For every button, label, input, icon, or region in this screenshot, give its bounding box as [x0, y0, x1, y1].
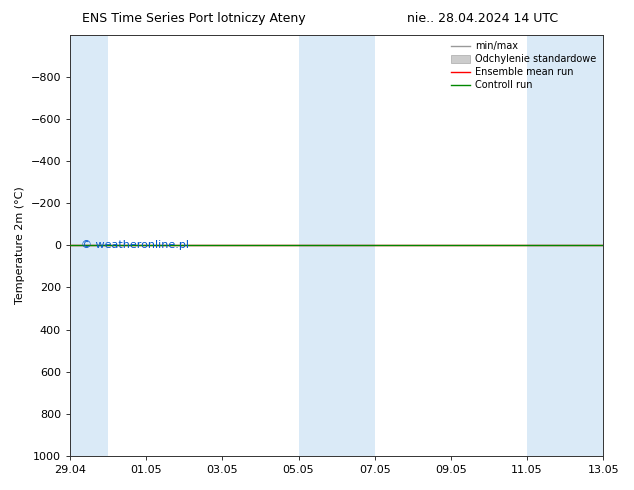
- Bar: [299, 35, 375, 456]
- Bar: [527, 35, 603, 456]
- Text: © weatheronline.pl: © weatheronline.pl: [81, 240, 189, 250]
- Bar: [70, 35, 108, 456]
- Text: nie.. 28.04.2024 14 UTC: nie.. 28.04.2024 14 UTC: [407, 12, 558, 25]
- Text: ENS Time Series Port lotniczy Ateny: ENS Time Series Port lotniczy Ateny: [82, 12, 306, 25]
- Y-axis label: Temperature 2m (°C): Temperature 2m (°C): [15, 186, 25, 304]
- Legend: min/max, Odchylenie standardowe, Ensemble mean run, Controll run: min/max, Odchylenie standardowe, Ensembl…: [447, 38, 600, 94]
